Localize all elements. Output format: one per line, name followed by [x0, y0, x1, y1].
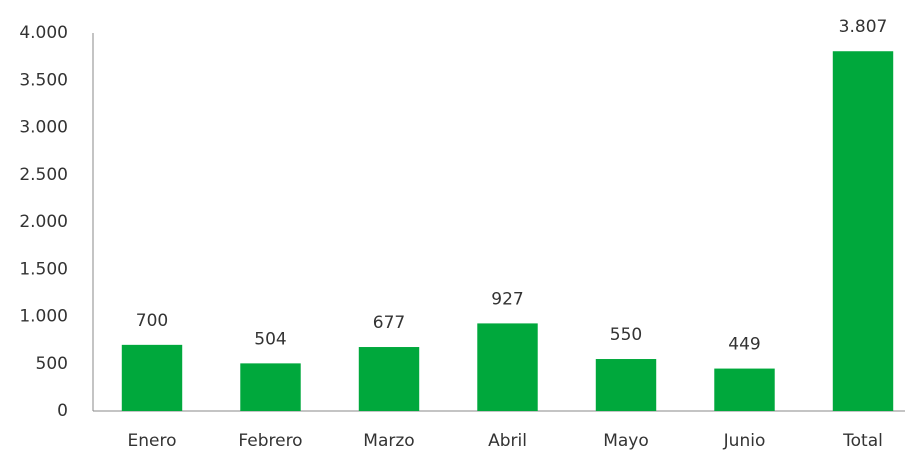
- data-label: 449: [728, 335, 760, 355]
- y-tick-label: 2.000: [19, 212, 68, 232]
- y-tick-label: 3.000: [19, 118, 68, 138]
- data-label: 927: [491, 289, 523, 309]
- bar: [240, 363, 301, 411]
- data-label: 550: [610, 325, 642, 345]
- x-tick-label: Mayo: [603, 431, 649, 451]
- y-tick-label: 3.500: [19, 70, 68, 90]
- bar: [714, 368, 775, 411]
- data-label: 3.807: [839, 17, 888, 37]
- y-tick-label: 0: [57, 401, 68, 421]
- data-label: 504: [254, 329, 286, 349]
- x-tick-label: Junio: [723, 431, 766, 451]
- y-tick-label: 1.000: [19, 307, 68, 327]
- y-tick-label: 500: [36, 354, 68, 374]
- bar: [358, 347, 420, 411]
- x-tick-label: Abril: [488, 431, 527, 451]
- data-label: 700: [136, 311, 168, 331]
- x-tick-label: Enero: [128, 431, 177, 451]
- bar: [832, 51, 894, 412]
- data-label: 677: [373, 313, 405, 333]
- y-tick-label: 2.500: [19, 165, 68, 185]
- x-tick-label: Febrero: [238, 431, 302, 451]
- y-tick-label: 4.000: [19, 23, 68, 43]
- bar: [121, 344, 183, 411]
- bar: [477, 323, 538, 411]
- x-tick-label: Total: [842, 431, 883, 451]
- bar: [595, 359, 657, 411]
- x-tick-label: Marzo: [363, 431, 414, 451]
- y-tick-label: 1.500: [19, 259, 68, 279]
